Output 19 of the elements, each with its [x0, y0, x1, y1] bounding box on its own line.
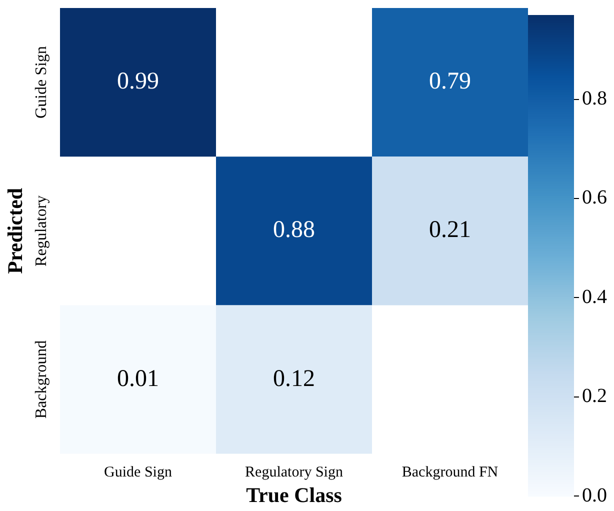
data-label: 0.21 — [429, 217, 471, 244]
x-tick-label: Background FN — [402, 464, 498, 481]
data-label: 0.12 — [273, 366, 315, 392]
data-label: 0.01 — [117, 366, 159, 392]
y-tick-label: Background — [33, 340, 50, 419]
data-label: 0.99 — [117, 68, 159, 95]
y-tick-label: Guide Sign — [33, 46, 50, 119]
x-tick-label: Regulatory Sign — [245, 464, 344, 481]
y-axis-title: Predicted — [3, 188, 28, 274]
color-bar-label: 0.8 — [582, 88, 607, 110]
color-bar-label: 0.2 — [582, 385, 607, 408]
y-tick-label: Regulatory — [33, 195, 50, 266]
data-label: 0.88 — [273, 217, 315, 244]
color-bar-label: 0.0 — [582, 484, 607, 506]
x-tick-label: Guide Sign — [104, 464, 172, 481]
color-bar-label: 0.6 — [582, 186, 607, 209]
x-axis-title: True Class — [246, 482, 342, 507]
color-bar-label: 0.4 — [582, 286, 607, 308]
data-label: 0.79 — [429, 68, 471, 95]
